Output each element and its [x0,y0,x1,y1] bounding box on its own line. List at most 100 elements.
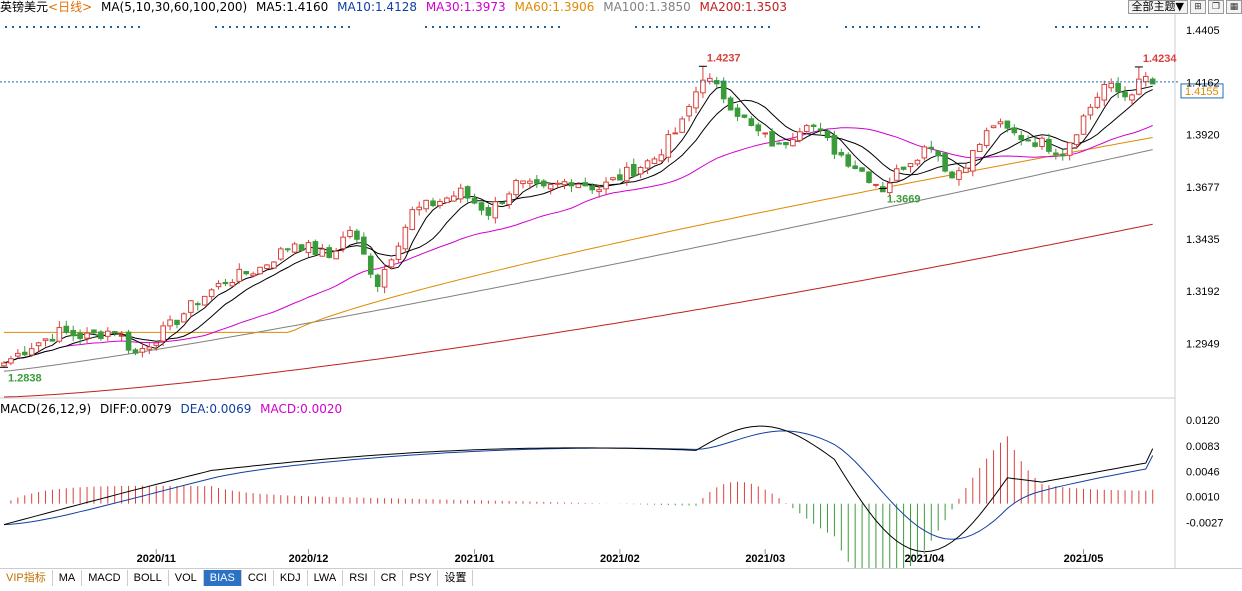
price-tick-label: 1.3435 [1186,234,1220,246]
candle-body [194,303,201,306]
candle-body [506,193,512,206]
tab-2[interactable]: MACD [82,570,128,586]
top-dot [334,26,336,28]
candle-body [617,174,623,181]
macd-tick-label: 0.0046 [1186,467,1220,479]
chart-icon[interactable]: ▦ [1226,0,1242,14]
theme-dropdown[interactable]: 全部主题▼ [1127,0,1188,14]
candle-body [409,209,416,230]
candle-body [603,181,609,190]
candle-body [236,268,243,282]
tab-12[interactable]: 设置 [438,570,474,586]
current-price-label: 1.4155 [1185,86,1219,98]
ma10-line [3,89,1153,364]
top-dot [68,26,70,28]
tab-4[interactable]: VOL [169,570,204,586]
top-dot [103,26,105,28]
candle-body [457,187,464,200]
candle-body [1046,138,1052,152]
candle-body [1101,83,1108,101]
top-dot [747,26,749,28]
top-dot [957,26,959,28]
candle-body [49,338,56,342]
top-dot [754,26,756,28]
top-dot [19,26,21,28]
top-dot [761,26,763,28]
candle-body [534,179,540,184]
candle-body [810,124,817,127]
candle-body [305,242,312,254]
ma100-line [3,149,1153,372]
macd-value: MACD:0.0020 [260,402,343,416]
top-dot [439,26,441,28]
candle-body [1080,115,1087,135]
tab-0[interactable]: VIP指标 [0,570,53,586]
x-tick-label: 2021/02 [600,553,640,565]
top-dot [460,26,462,28]
top-dot [915,26,917,28]
tab-8[interactable]: LWA [308,570,344,586]
restore-icon[interactable]: ❐ [1208,0,1224,14]
candle-body [990,125,997,129]
indicator-tab-bar: VIP指标 MA MACD BOLL VOL BIAS CCI KDJ LWA RSI CR PSY 设… [0,568,1242,587]
top-dot [523,26,525,28]
top-dot [684,26,686,28]
macd-tick-label: 0.0120 [1186,415,1220,427]
diff-line [3,425,1154,553]
top-dot [61,26,63,28]
top-dot [453,26,455,28]
candle-body [1018,135,1025,141]
dea-line [3,430,1154,540]
candle-body [402,226,409,250]
candle-body [838,152,845,156]
current-price-tag [1180,83,1224,99]
top-dot [691,26,693,28]
candle-body [326,247,333,259]
tab-7[interactable]: KDJ [274,570,308,586]
top-dot [320,26,322,28]
top-dot [474,26,476,28]
candle-body [1073,134,1080,146]
tab-10[interactable]: CR [375,570,404,586]
candle-body [776,142,782,145]
tab-9[interactable]: RSI [343,570,375,586]
candle-body [28,348,35,356]
candle-body [665,134,672,158]
candle-body [264,264,270,269]
top-dot [929,26,931,28]
top-dot [229,26,231,28]
tab-1[interactable]: MA [53,570,83,586]
candle-body [790,138,796,147]
ma100-value: MA100:1.3850 [603,0,691,14]
candle-body [527,180,533,184]
macd-tick-label: 0.0010 [1186,492,1220,504]
top-dot [341,26,343,28]
top-dot [271,26,273,28]
candle-body [367,255,374,275]
top-dot [845,26,847,28]
tab-5[interactable]: BIAS [203,570,242,586]
top-dot [12,26,14,28]
period-label[interactable]: <日线> [48,0,93,14]
top-dot [243,26,245,28]
tab-11[interactable]: PSY [403,570,439,586]
zoom-in-icon[interactable]: ⊞ [1190,0,1206,14]
candle-body [1087,106,1094,116]
tab-6[interactable]: CCI [242,570,274,586]
top-dot [446,26,448,28]
candle-body [56,327,63,342]
candle-body [271,261,277,269]
candle-body [624,166,630,182]
x-tick-label: 2020/12 [289,553,329,565]
candle-body [181,313,187,323]
candle-body [464,186,471,199]
top-dot [719,26,721,28]
top-dot [740,26,742,28]
candle-body [921,146,928,159]
candle-body [720,80,727,100]
price-tick-label: 1.2949 [1186,338,1220,350]
top-dot [712,26,714,28]
candle-body [748,118,755,126]
candle-body [734,107,741,117]
tab-3[interactable]: BOLL [128,570,169,586]
